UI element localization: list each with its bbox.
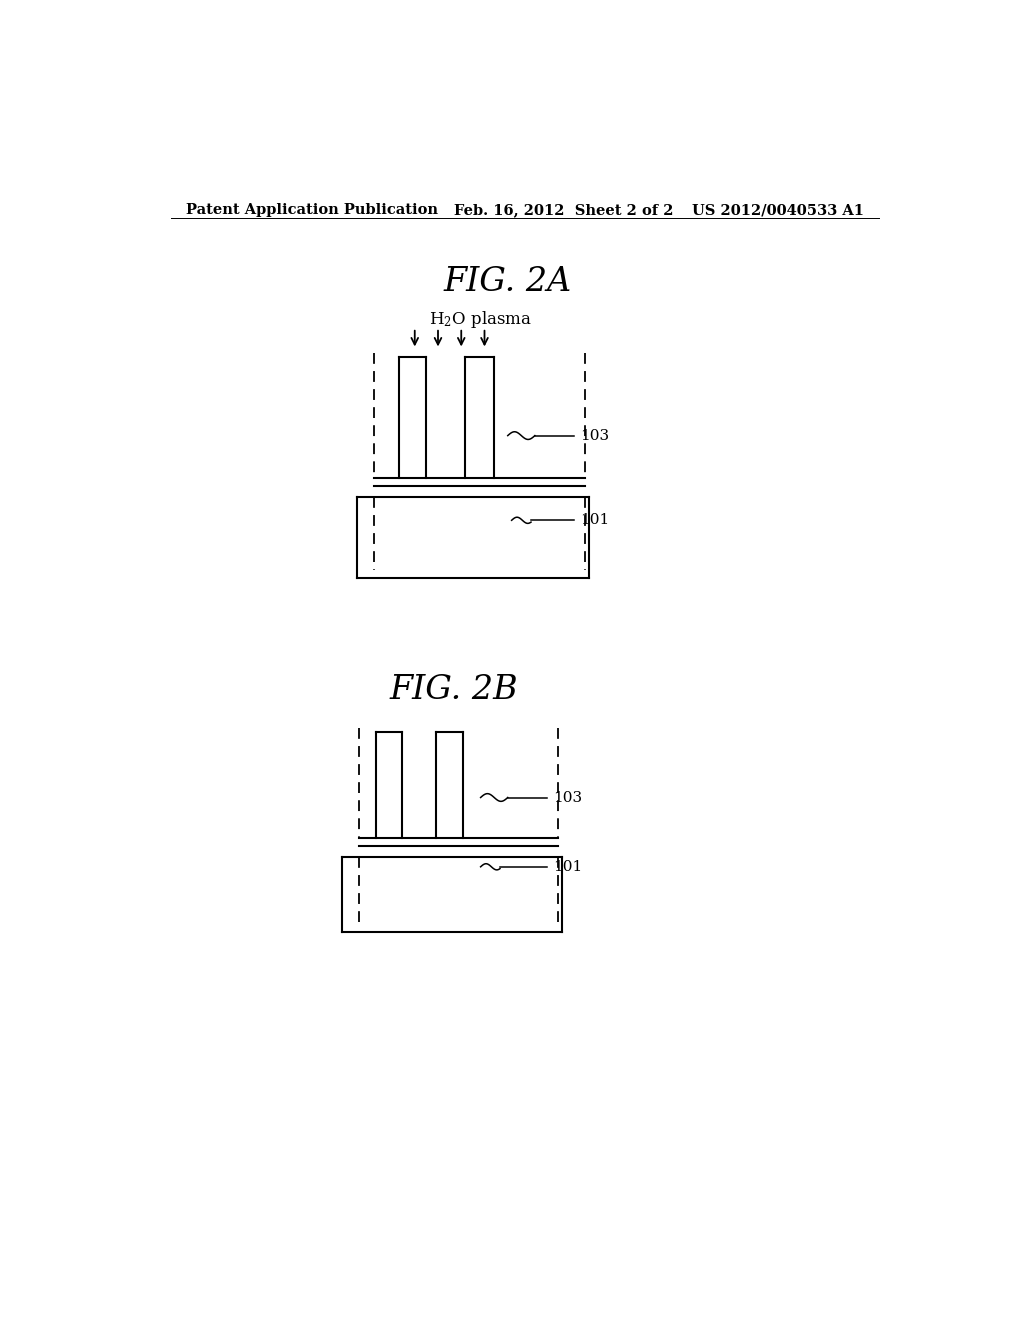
Text: US 2012/0040533 A1: US 2012/0040533 A1	[692, 203, 864, 216]
Text: $\mathregular{H_2O}$ plasma: $\mathregular{H_2O}$ plasma	[429, 309, 532, 330]
Text: 101: 101	[553, 859, 582, 874]
Text: 103: 103	[580, 429, 609, 442]
Text: FIG. 2B: FIG. 2B	[389, 675, 518, 706]
Text: 103: 103	[553, 791, 582, 804]
Text: Feb. 16, 2012  Sheet 2 of 2: Feb. 16, 2012 Sheet 2 of 2	[454, 203, 673, 216]
Text: Patent Application Publication: Patent Application Publication	[186, 203, 438, 216]
Text: 101: 101	[580, 513, 609, 527]
Text: FIG. 2A: FIG. 2A	[443, 267, 571, 298]
